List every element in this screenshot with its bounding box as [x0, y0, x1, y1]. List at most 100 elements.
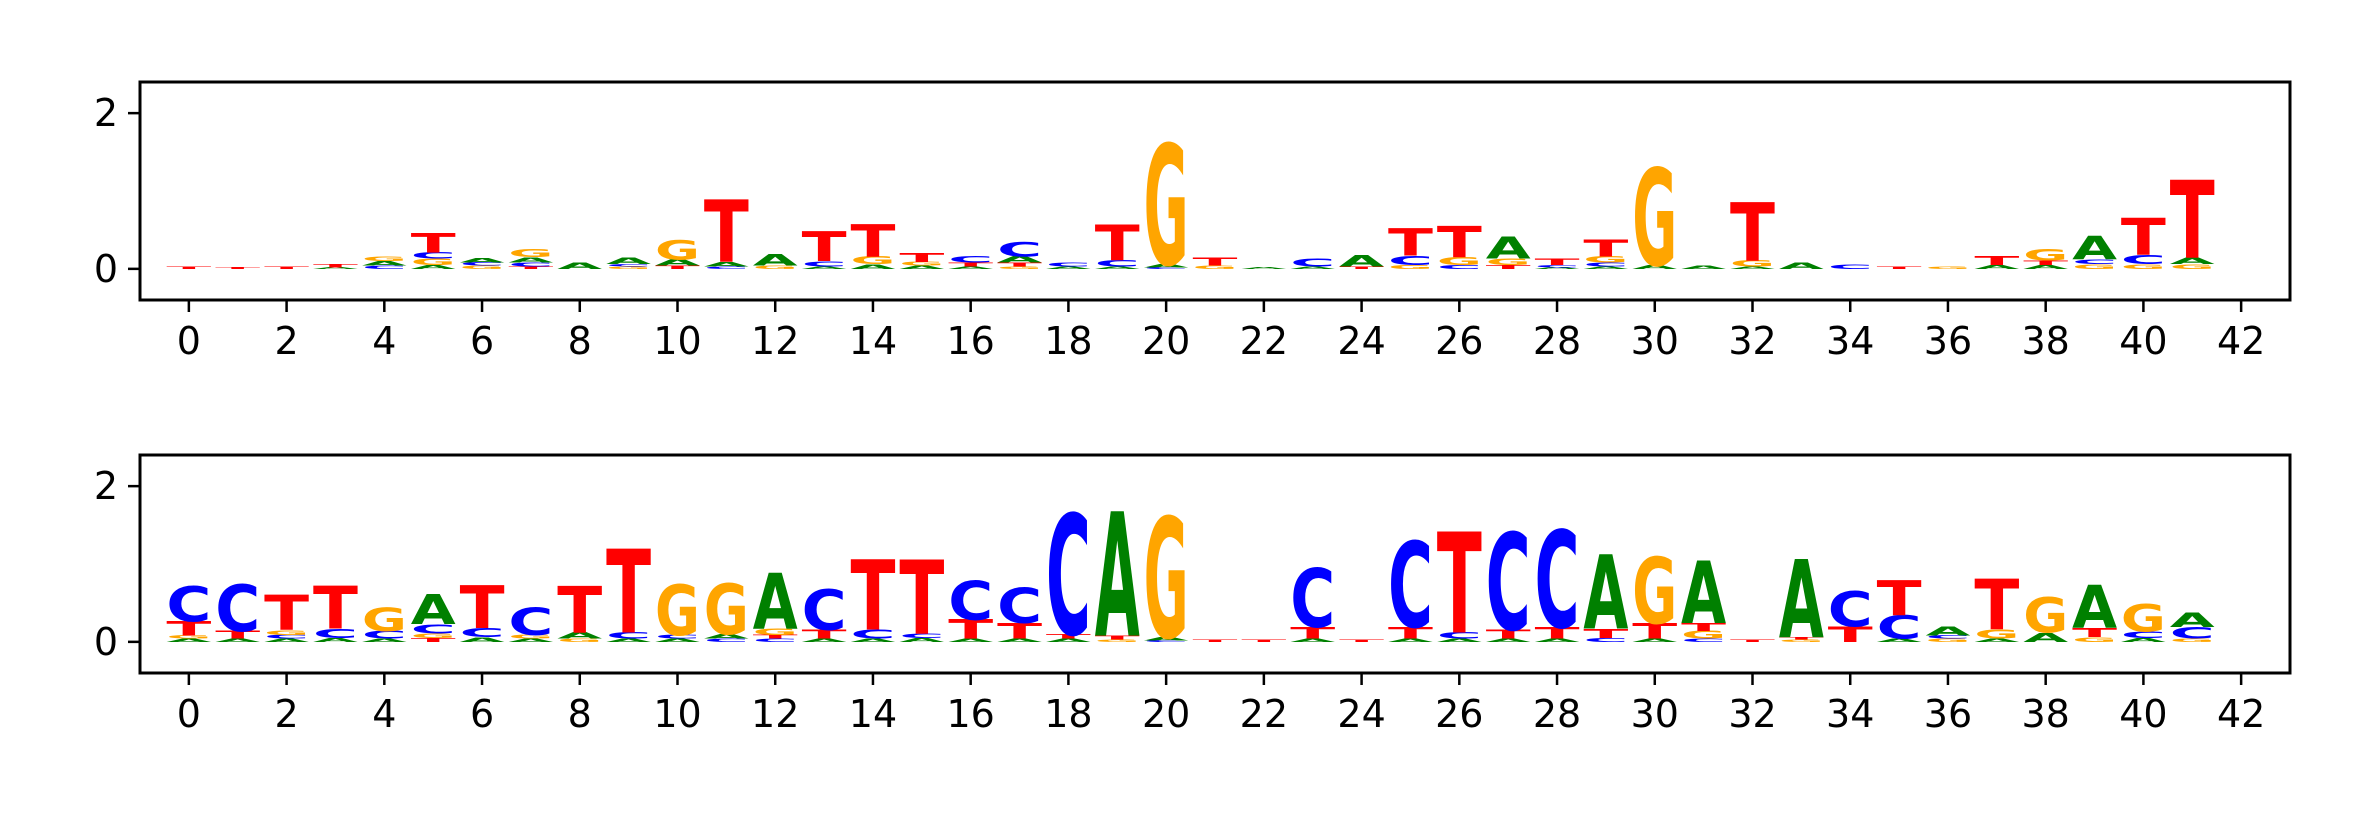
logo-letter-g: G [264, 629, 309, 636]
logo-letter-t: T [1877, 570, 1922, 627]
logo-letter-a: A [2121, 637, 2166, 643]
logo-letter-t: T [606, 527, 651, 661]
x-tick-label: 40 [2119, 692, 2167, 736]
logo-letter-c: C [1144, 267, 1189, 269]
logo-letter-a: A [1583, 266, 1628, 270]
x-tick-label: 24 [1337, 319, 1385, 363]
logo-letter-t: T [2170, 159, 2215, 283]
logo-letter-c: C [1290, 553, 1335, 646]
logo-letter-t: T [1486, 264, 1531, 270]
logo-letter-a: A [313, 637, 358, 643]
logo-letter-g: G [1144, 112, 1189, 304]
x-tick-label: 10 [653, 692, 701, 736]
logo-letter-c: C [1046, 262, 1091, 268]
logo-letter-c: C [1828, 582, 1873, 638]
x-tick-label: 38 [2022, 692, 2070, 736]
logo-letter-c: C [508, 600, 553, 643]
logo-letter-c: C [753, 638, 798, 643]
logo-letter-g: G [1144, 485, 1189, 677]
logo-letter-a: A [606, 256, 651, 266]
logo-letter-g: G [1486, 257, 1531, 267]
logo-letter-a: A [1339, 252, 1384, 271]
x-tick-label: 36 [1924, 319, 1972, 363]
logo-letter-t: T [1388, 624, 1433, 643]
logo-letter-t: T [1290, 624, 1335, 643]
logo-letter-c: C [1535, 505, 1580, 659]
logo-letter-a: A [899, 265, 944, 270]
logo-letter-c: C [1437, 264, 1482, 270]
x-tick-label: 12 [751, 692, 799, 736]
logo-letter-t: T [1095, 635, 1140, 641]
logo-letter-t: T [704, 182, 749, 282]
logo-letter-g: G [1388, 264, 1433, 270]
logo-letter-c: C [1925, 635, 1970, 640]
logo-letter-a: A [1583, 535, 1628, 653]
logo-letter-a: A [2023, 264, 2068, 270]
logo-letter-a: A [1046, 638, 1091, 643]
logo-letter-a: A [850, 638, 895, 643]
logo-letter-c: C [215, 572, 260, 647]
logo-letter-a: A [1730, 266, 1775, 270]
logo-letter-t: T [508, 266, 553, 270]
logo-letter-g: G [460, 265, 505, 270]
logo-letter-c: C [2170, 624, 2215, 643]
logo-letter-a: A [1095, 479, 1140, 677]
logo-letter-a: A [802, 638, 847, 643]
logo-letter-a: A [1241, 267, 1286, 269]
logo-letter-t: T [1877, 266, 1922, 270]
logo-letter-a: A [899, 637, 944, 643]
logo-letter-t: T [2121, 207, 2166, 267]
logo-letter-t: T [1095, 215, 1140, 272]
logo-letter-a: A [411, 587, 456, 634]
logo-letter-t: T [753, 634, 798, 640]
logo-letter-c: C [606, 264, 651, 268]
logo-letter-c: C [704, 266, 749, 270]
logo-letter-a: A [557, 631, 602, 641]
logo-letter-t: T [948, 262, 993, 268]
logo-letter-c: C [1535, 264, 1580, 268]
x-tick-label: 10 [653, 319, 701, 363]
logo-letter-a: A [1437, 638, 1482, 643]
logo-letter-t: T [1241, 639, 1286, 643]
logo-letter-t: T [2072, 626, 2118, 641]
logo-letter-a: A [802, 266, 847, 270]
logo-letter-g: G [1632, 538, 1677, 645]
logo-letter-c: C [2121, 630, 2166, 640]
logo-letter-c: C [997, 239, 1042, 261]
logo-letter-a: A [1779, 261, 1824, 271]
x-tick-label: 34 [1826, 319, 1874, 363]
logo-letter-c: C [1388, 519, 1433, 656]
logo-letter-a: A [1144, 636, 1189, 641]
logo-letter-a: A [508, 256, 553, 265]
logo-letter-g: G [1925, 638, 1970, 643]
logo-letter-g: G [753, 627, 798, 637]
x-tick-label: 2 [274, 319, 298, 363]
logo-letter-t: T [1974, 253, 2020, 268]
logo-letter-c: C [2072, 258, 2117, 265]
logo-letter-a: A [2023, 630, 2069, 645]
x-tick-label: 32 [1728, 319, 1776, 363]
logo-letter-t: T [997, 619, 1043, 644]
x-tick-label: 16 [947, 692, 995, 736]
logo-letter-g: G [606, 266, 651, 270]
logo-letter-c: C [411, 251, 456, 261]
logo-letter-g: G [655, 570, 700, 651]
logo-letter-a: A [1535, 638, 1580, 643]
logo-letter-a: A [362, 260, 407, 267]
logo-letter-t: T [166, 618, 211, 640]
logo-letter-a: A [508, 638, 553, 643]
logo-letter-t: T [313, 574, 358, 643]
x-tick-label: 4 [372, 692, 396, 736]
x-tick-label: 16 [947, 319, 995, 363]
logo-letter-g: G [1974, 627, 2019, 642]
logo-letter-c: C [411, 622, 456, 637]
logo-letter-c: C [508, 262, 553, 268]
logo-letter-a: A [1486, 638, 1531, 643]
logo-letter-t: T [1974, 565, 2019, 646]
logo-letter-g: G [850, 254, 895, 266]
logo-letter-t: T [1339, 266, 1384, 270]
logo-letter-a: A [704, 633, 749, 640]
logo-letter-a: A [1974, 638, 2019, 643]
